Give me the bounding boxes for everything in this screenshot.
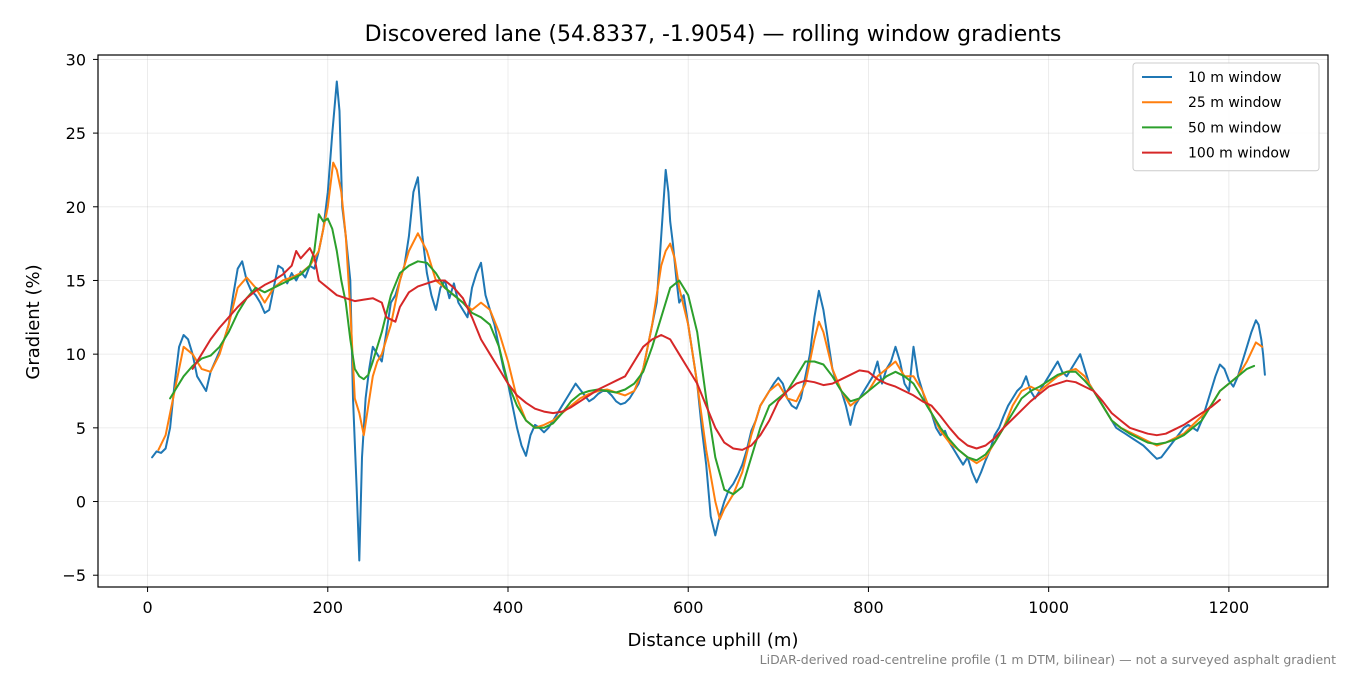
x-tick-label: 0 (142, 598, 152, 617)
x-tick-label: 200 (313, 598, 344, 617)
chart-title: Discovered lane (54.8337, -1.9054) — rol… (365, 22, 1062, 47)
y-tick-label: 15 (66, 271, 86, 290)
x-tick-label: 600 (673, 598, 704, 617)
series-line-3 (169, 213, 1256, 496)
y-axis-ticks: −5 0 5 10 15 20 25 30 (62, 50, 98, 585)
footnote: LiDAR-derived road-centreline profile (1… (760, 652, 1336, 667)
y-tick-label: 20 (66, 198, 86, 217)
legend-box (1132, 62, 1320, 172)
x-axis-ticks: 0 200 400 600 800 1000 1200 (142, 587, 1249, 617)
x-tick-label: 400 (493, 598, 524, 617)
series-line-4 (191, 247, 1221, 451)
legend-entry: 100 m window (1188, 146, 1290, 162)
y-tick-label: 30 (66, 50, 86, 69)
y-tick-label: 5 (76, 419, 86, 438)
x-tick-label: 1000 (1028, 598, 1069, 617)
plot-frame (97, 54, 1329, 588)
series-layer (151, 80, 1266, 562)
legend-entry: 25 m window (1188, 95, 1281, 111)
series-line-1 (151, 80, 1266, 562)
x-tick-label: 800 (853, 598, 884, 617)
legend-entry: 10 m window (1188, 70, 1281, 86)
x-tick-label: 1200 (1209, 598, 1250, 617)
y-tick-label: 0 (76, 493, 86, 512)
y-axis-label: Gradient (%) (23, 264, 44, 379)
y-tick-label: 10 (66, 345, 86, 364)
legend-entry: 50 m window (1188, 120, 1281, 136)
x-axis-label: Distance uphill (m) (628, 630, 799, 651)
y-tick-label: 25 (66, 124, 86, 143)
legend: 10 m window 25 m window 50 m window 100 m w… (1132, 62, 1320, 172)
y-tick-label: −5 (62, 566, 86, 585)
